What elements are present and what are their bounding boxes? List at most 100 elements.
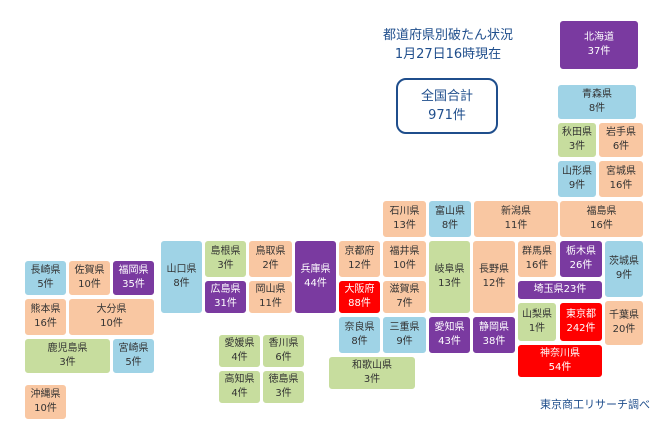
national-total-box: 全国合計 971件 [396, 78, 498, 134]
pref-name: 宮城県 [606, 166, 636, 177]
pref-name: 長崎県 [30, 265, 61, 276]
pref-wakayama: 和歌山県 3件 [328, 356, 416, 390]
pref-count: 10件 [100, 318, 123, 329]
pref-name: 鳥取県 [255, 246, 286, 257]
pref-kochi: 高知県 4件 [218, 370, 261, 404]
total-value: 971件 [428, 108, 466, 123]
pref-name: 三重県 [389, 322, 420, 333]
pref-shiga: 滋賀県 7件 [382, 280, 427, 314]
pref-count: 8件 [441, 220, 459, 231]
pref-saitama: 埼玉県 23件 [517, 280, 603, 300]
pref-tottori: 鳥取県 2件 [248, 240, 293, 278]
pref-count: 7件 [396, 298, 413, 309]
pref-count: 31件 [214, 298, 237, 309]
pref-yamaguchi: 山口県 8件 [160, 240, 203, 314]
pref-count: 16件 [525, 260, 549, 271]
pref-count: 5件 [37, 279, 54, 290]
pref-name: 富山県 [435, 206, 465, 217]
pref-aichi: 愛知県 43件 [428, 316, 471, 354]
pref-count: 3件 [275, 388, 292, 399]
pref-nagano: 長野県 12件 [472, 240, 516, 314]
pref-count: 37件 [587, 46, 611, 57]
pref-miyagi: 宮城県 16件 [598, 160, 644, 198]
pref-count: 35件 [122, 279, 145, 290]
pref-count: 23件 [563, 284, 587, 295]
pref-oita: 大分県 10件 [68, 298, 155, 336]
pref-count: 3件 [363, 374, 381, 385]
pref-count: 13件 [393, 220, 416, 231]
map-title: 都道府県別破たん状況 1月27日16時現在 [368, 26, 528, 64]
pref-yamanashi: 山梨県 1件 [517, 302, 557, 342]
pref-count: 9件 [568, 180, 586, 191]
total-label: 全国合計 [420, 89, 473, 104]
pref-count: 16件 [609, 180, 633, 191]
pref-count: 6件 [275, 352, 292, 363]
pref-akita: 秋田県 3件 [557, 122, 597, 158]
pref-count: 12件 [348, 260, 371, 271]
pref-gunma: 群馬県 16件 [517, 240, 557, 278]
pref-count: 4件 [231, 352, 248, 363]
pref-name: 埼玉県 [533, 284, 564, 295]
pref-osaka: 大阪府 88件 [338, 280, 381, 314]
pref-chiba: 千葉県 20件 [604, 300, 644, 346]
pref-saga: 佐賀県 10件 [68, 260, 111, 296]
pref-name: 神奈川県 [540, 348, 580, 359]
pref-shimane: 島根県 3件 [204, 240, 247, 278]
pref-tochigi: 栃木県 26件 [559, 240, 603, 278]
pref-niigata: 新潟県 11件 [473, 200, 559, 238]
pref-hokkaido: 北海道 37件 [559, 20, 639, 70]
pref-name: 広島県 [210, 284, 241, 295]
pref-iwate: 岩手県 6件 [598, 122, 644, 158]
pref-kyoto: 京都府 12件 [338, 240, 381, 278]
pref-name: 北海道 [584, 32, 614, 43]
pref-name: 福岡県 [118, 265, 149, 276]
pref-nagasaki: 長崎県 5件 [24, 260, 67, 296]
pref-count: 9件 [396, 336, 413, 347]
pref-count: 10件 [393, 260, 416, 271]
pref-name: 鹿児島県 [47, 343, 88, 354]
pref-fukushima: 福島県 16件 [559, 200, 644, 238]
pref-kanagawa: 神奈川県 54件 [517, 344, 603, 378]
pref-name: 岐阜県 [434, 264, 465, 275]
pref-miyazaki: 宮崎県 5件 [112, 338, 155, 374]
pref-name: 福島県 [586, 206, 617, 217]
pref-fukuoka: 福岡県 35件 [112, 260, 155, 296]
pref-count: 2件 [262, 260, 279, 271]
pref-count: 8件 [351, 336, 368, 347]
pref-name: 高知県 [224, 374, 255, 385]
pref-name: 宮崎県 [118, 343, 149, 354]
pref-name: 香川県 [268, 338, 299, 349]
pref-count: 9件 [615, 270, 633, 281]
pref-name: 滋賀県 [389, 284, 420, 295]
pref-count: 3件 [568, 141, 586, 152]
pref-gifu: 岐阜県 13件 [428, 240, 471, 314]
pref-fukui: 福井県 10件 [382, 240, 427, 278]
pref-count: 88件 [348, 298, 371, 309]
pref-count: 3件 [217, 260, 234, 271]
pref-name: 佐賀県 [74, 265, 105, 276]
pref-ishikawa: 石川県 13件 [382, 200, 427, 238]
pref-name: 新潟県 [501, 206, 531, 217]
pref-mie: 三重県 9件 [382, 316, 427, 354]
pref-name: 大阪府 [344, 284, 375, 295]
pref-name: 栃木県 [566, 246, 596, 257]
pref-okinawa: 沖縄県 10件 [24, 384, 67, 420]
pref-tokushima: 徳島県 3件 [262, 370, 305, 404]
pref-hiroshima: 広島県 31件 [204, 280, 247, 314]
pref-count: 242件 [566, 323, 596, 334]
pref-kagawa: 香川県 6件 [262, 334, 305, 368]
pref-count: 8件 [588, 103, 606, 114]
source-credit: 東京商工リサーチ調べ [540, 398, 650, 411]
pref-name: 徳島県 [268, 374, 299, 385]
pref-count: 6件 [612, 141, 630, 152]
pref-name: 石川県 [389, 206, 420, 217]
pref-name: 青森県 [582, 89, 612, 100]
pref-yamagata: 山形県 9件 [557, 160, 597, 198]
pref-name: 京都府 [344, 246, 375, 257]
pref-count: 10件 [34, 403, 57, 414]
pref-okayama: 岡山県 11件 [248, 280, 293, 314]
pref-shizuoka: 静岡県 38件 [472, 316, 516, 354]
pref-count: 8件 [173, 278, 190, 289]
pref-nara: 奈良県 8件 [338, 316, 381, 354]
pref-name: 和歌山県 [352, 360, 392, 371]
